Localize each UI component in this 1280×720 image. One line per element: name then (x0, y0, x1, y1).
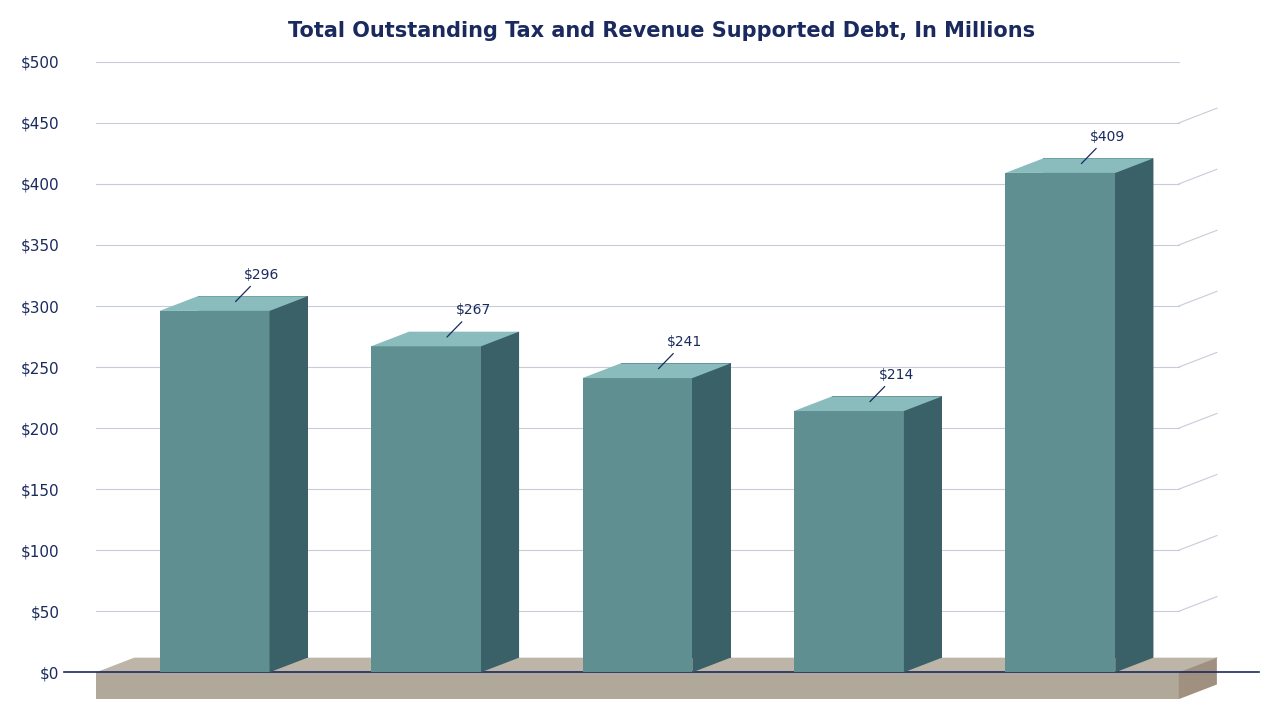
Polygon shape (1115, 158, 1153, 672)
Polygon shape (582, 364, 731, 378)
Polygon shape (270, 296, 307, 672)
Polygon shape (832, 397, 942, 657)
Polygon shape (410, 332, 520, 657)
Polygon shape (371, 346, 481, 672)
Text: $214: $214 (870, 368, 914, 402)
Polygon shape (1043, 158, 1153, 657)
Text: $267: $267 (447, 303, 492, 337)
Polygon shape (371, 332, 520, 346)
Polygon shape (96, 657, 1217, 672)
Polygon shape (160, 311, 270, 672)
Polygon shape (160, 296, 307, 311)
Title: Total Outstanding Tax and Revenue Supported Debt, In Millions: Total Outstanding Tax and Revenue Suppor… (288, 21, 1036, 41)
Polygon shape (1005, 158, 1153, 173)
Polygon shape (904, 397, 942, 672)
Polygon shape (1179, 657, 1217, 699)
Polygon shape (621, 364, 731, 657)
Polygon shape (197, 296, 307, 657)
Text: $241: $241 (658, 335, 703, 369)
Polygon shape (481, 332, 520, 672)
Text: $296: $296 (236, 268, 279, 302)
Polygon shape (1005, 173, 1115, 672)
Polygon shape (582, 378, 692, 672)
Polygon shape (794, 411, 904, 672)
Polygon shape (692, 364, 731, 672)
Polygon shape (794, 397, 942, 411)
Text: $409: $409 (1082, 130, 1125, 163)
Polygon shape (96, 672, 1179, 699)
